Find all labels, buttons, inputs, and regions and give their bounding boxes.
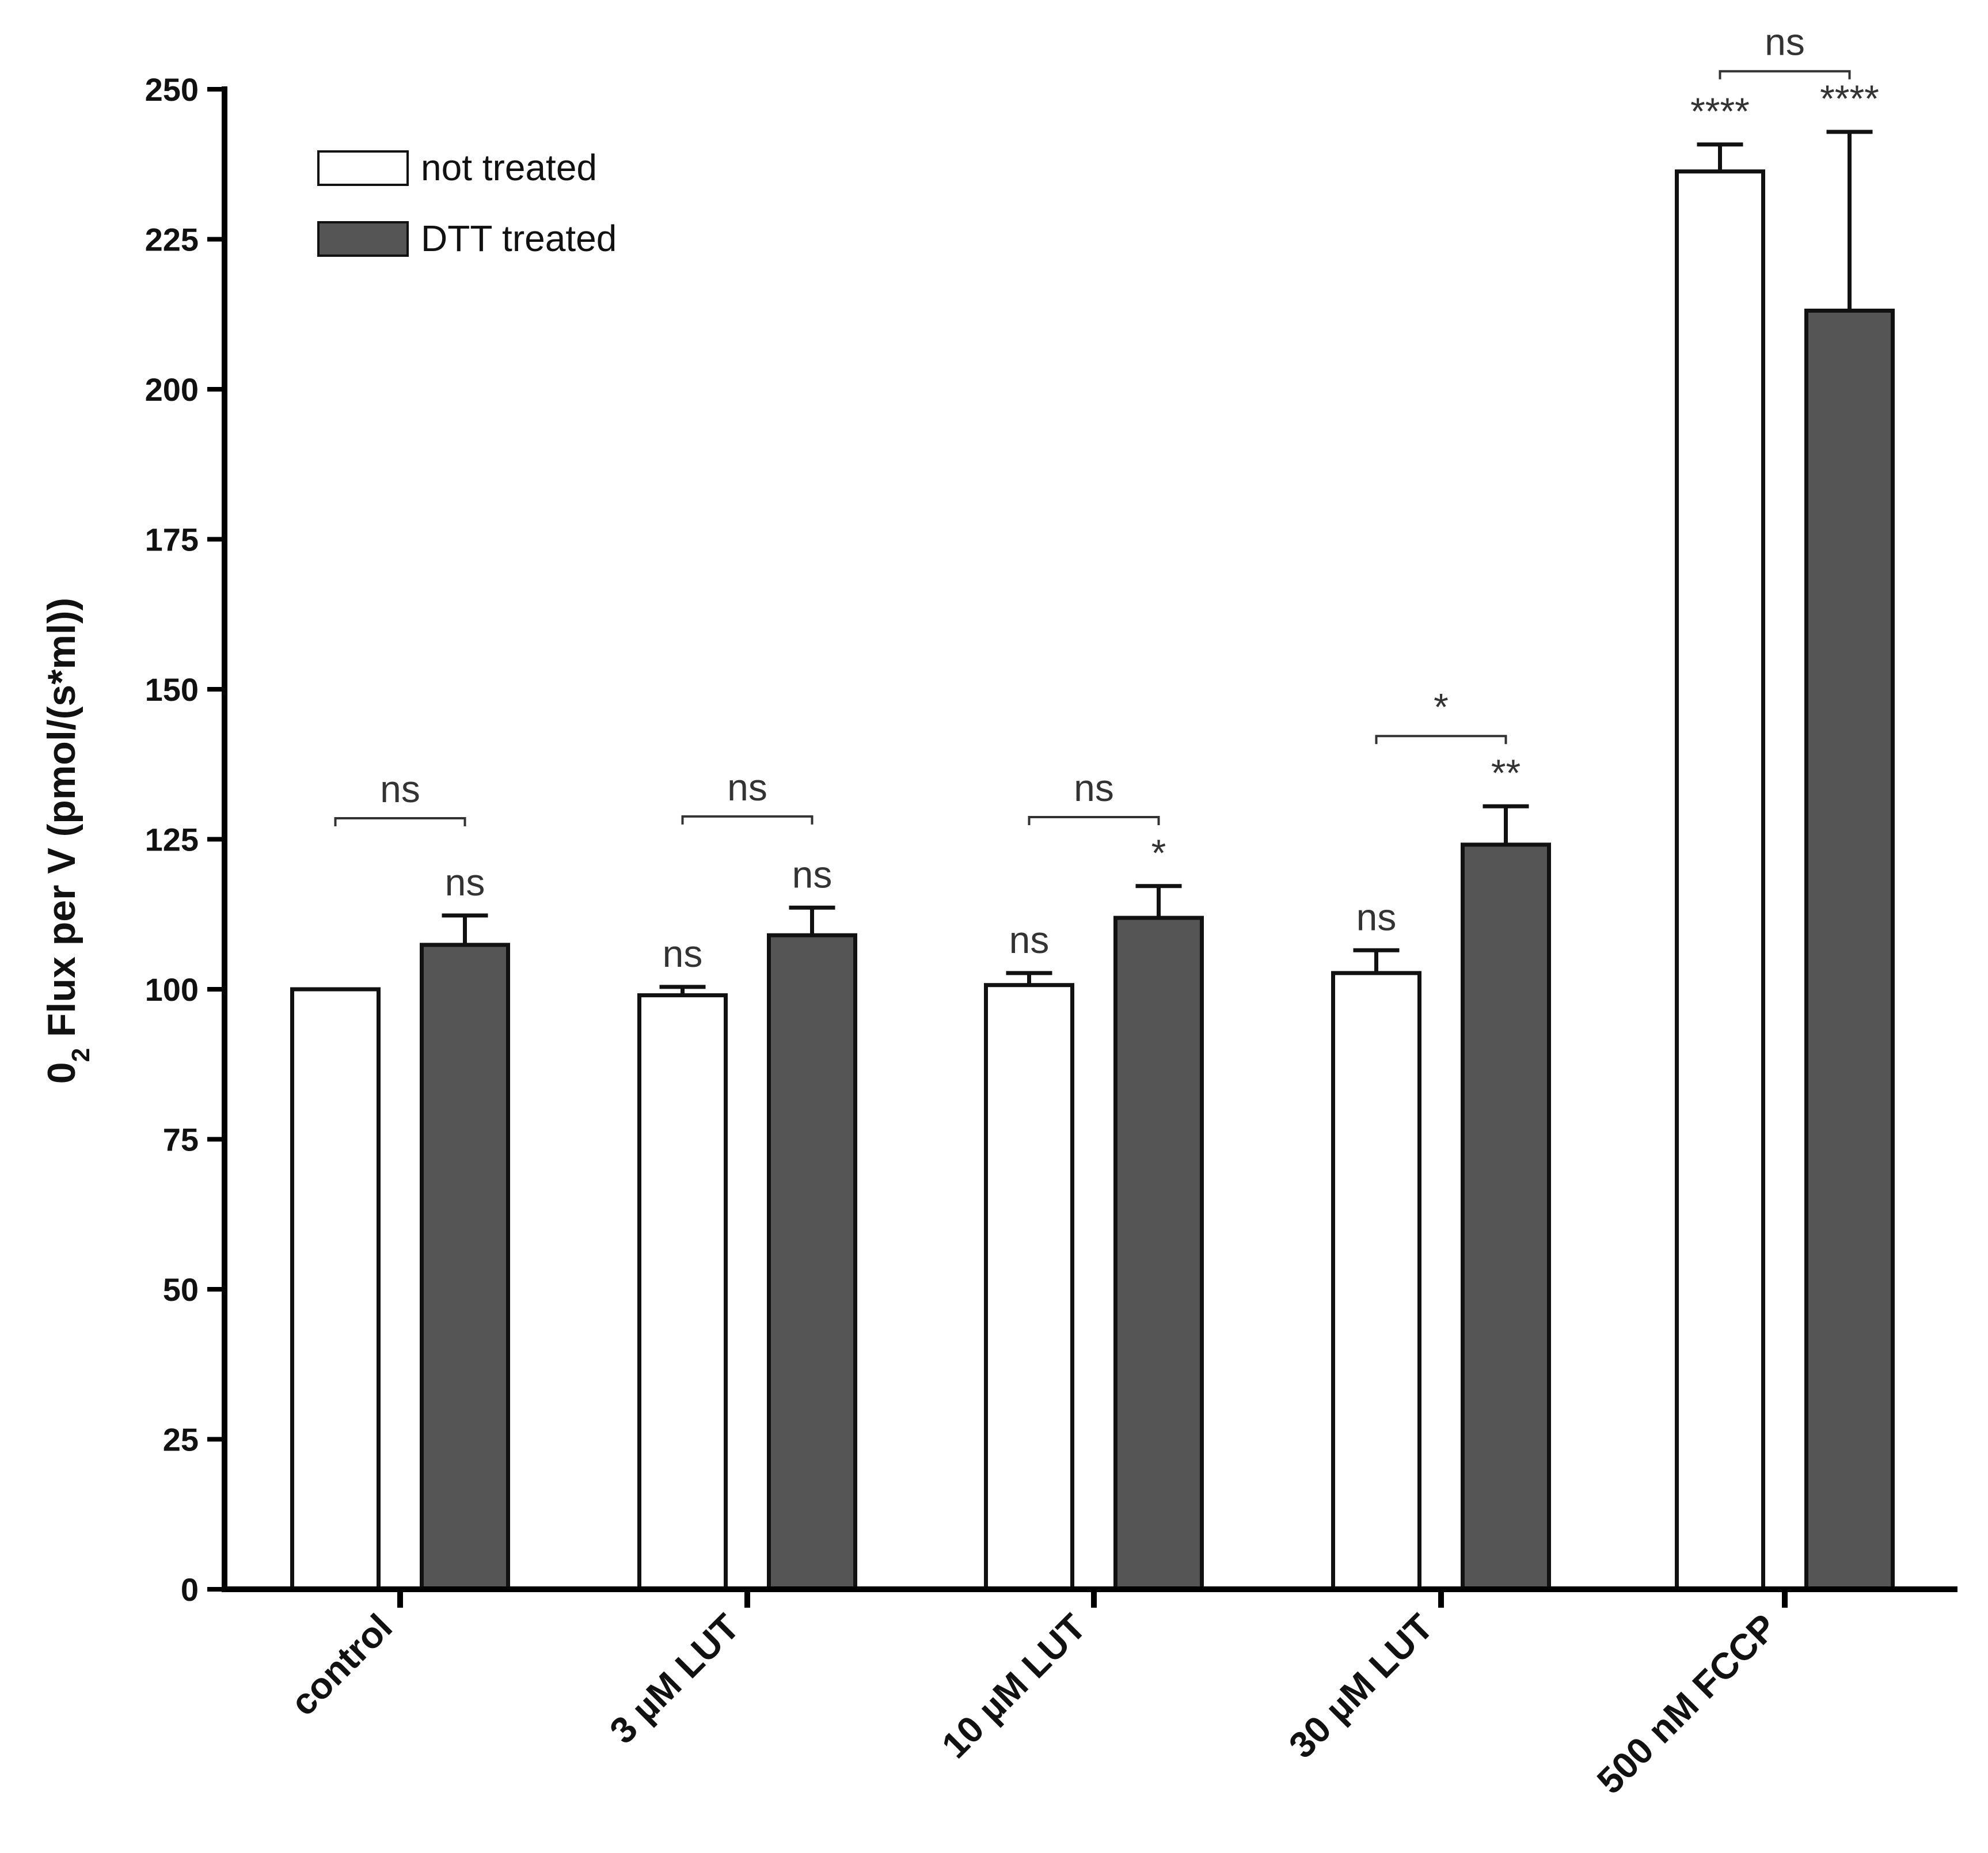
significance-label: ns: [1009, 918, 1050, 961]
y-tick-label: 225: [145, 222, 199, 258]
x-tick-label: control: [283, 1606, 400, 1723]
legend-label-not-treated: not treated: [421, 147, 597, 188]
significance-label: ****: [1690, 90, 1750, 132]
y-tick-label: 25: [163, 1422, 199, 1458]
y-tick-label: 50: [163, 1271, 199, 1308]
y-axis-title: 02 Flux per V (pmol/(s*ml)): [40, 598, 95, 1084]
y-axis-title-subscript: 2: [67, 1048, 95, 1062]
bar-dtt-treated: [1461, 842, 1551, 1592]
y-tick-label: 75: [163, 1122, 199, 1158]
significance-label: ns: [792, 853, 833, 895]
significance-label: **: [1491, 751, 1521, 794]
comparison-label: ns: [727, 766, 767, 808]
significance-label: ****: [1820, 77, 1879, 120]
bar-not-treated: [637, 993, 728, 1592]
bar-not-treated: [1331, 971, 1421, 1592]
comparison-label: ns: [1765, 21, 1805, 63]
y-axis-title-main: 0: [40, 1062, 83, 1084]
comparison-bracket: [1028, 815, 1160, 825]
x-tick-label: 10 µM LUT: [934, 1606, 1094, 1766]
x-tick-label: 500 nM FCCP: [1589, 1606, 1785, 1802]
y-tick-label: 0: [181, 1571, 199, 1608]
x-tick-label: 3 µM LUT: [602, 1606, 747, 1752]
comparison-bracket: [334, 817, 466, 827]
comparison-label: ns: [380, 768, 420, 810]
x-tick-label: 30 µM LUT: [1281, 1606, 1441, 1766]
comparison-label: ns: [1074, 766, 1114, 809]
y-axis-title-rest: Flux per V (pmol/(s*ml)): [40, 598, 83, 1048]
y-tick-label: 175: [145, 522, 199, 558]
bar-dtt-treated: [1113, 916, 1204, 1592]
y-tick-label: 125: [145, 822, 199, 858]
significance-label: ns: [663, 932, 703, 975]
significance-label: ns: [445, 861, 485, 903]
legend-label-dtt-treated: DTT treated: [421, 218, 617, 259]
comparison-bracket: [681, 815, 814, 825]
comparison-bracket: [1719, 70, 1851, 79]
bar-not-treated: [1675, 169, 1765, 1592]
y-tick-label: 250: [145, 71, 199, 108]
y-tick-label: 100: [145, 971, 199, 1008]
comparison-label: *: [1434, 685, 1449, 728]
bar-not-treated: [984, 983, 1074, 1592]
bar-dtt-treated: [420, 943, 510, 1592]
significance-label: ns: [1356, 895, 1397, 938]
significance-label: *: [1151, 831, 1166, 874]
y-tick-label: 200: [145, 371, 199, 408]
y-tick-label: 150: [145, 671, 199, 708]
bar-not-treated: [290, 987, 381, 1592]
legend-swatch-not-treated: [317, 150, 409, 186]
legend-swatch-dtt-treated: [317, 221, 409, 257]
comparison-bracket: [1375, 735, 1507, 745]
bar-dtt-treated: [1804, 308, 1895, 1592]
bar-dtt-treated: [767, 933, 857, 1592]
